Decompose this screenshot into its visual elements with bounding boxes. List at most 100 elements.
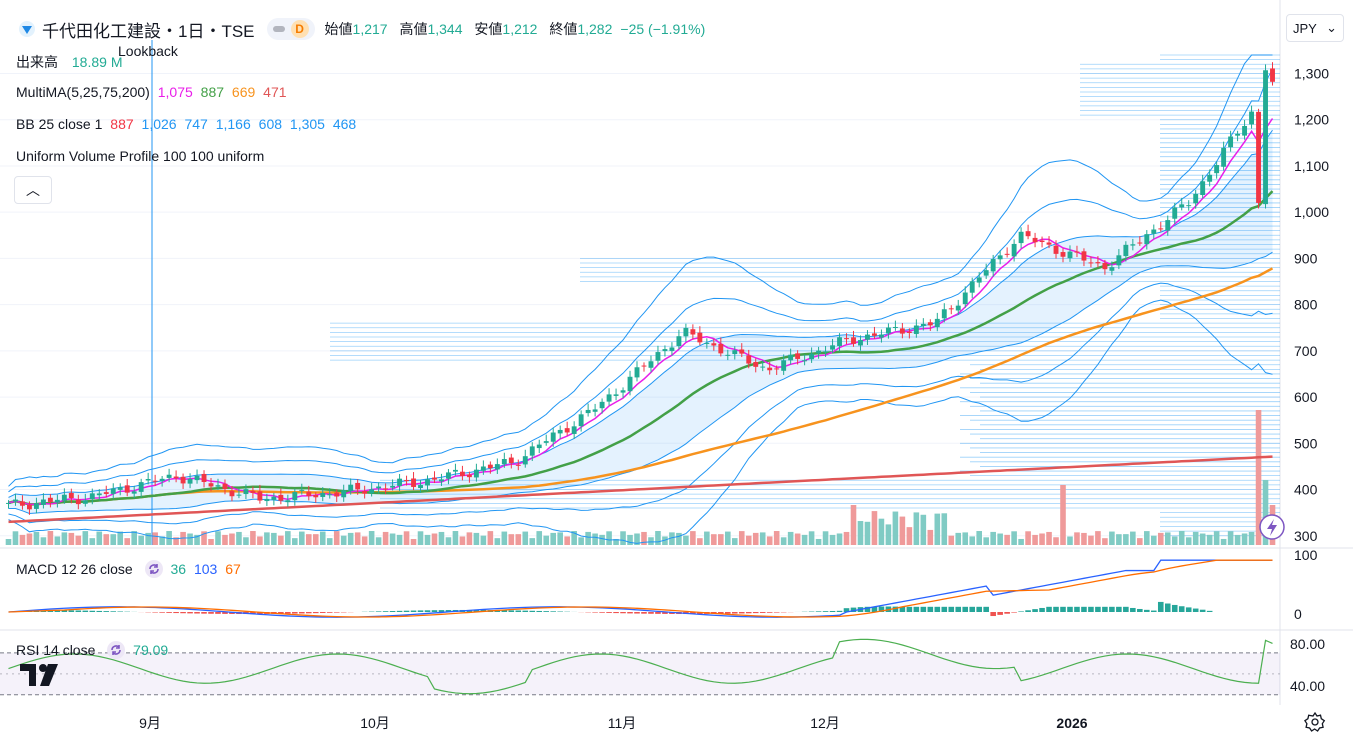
volume-bar [54,536,61,545]
bb-value-5: 1,305 [289,116,325,132]
volume-legend[interactable]: 出来高 18.89 M [16,52,126,72]
volume-bar [822,531,829,545]
volume-bar [1102,538,1108,545]
volume-bar [697,538,703,545]
collapse-legend-button[interactable]: ︿ [14,176,52,204]
refresh-icon[interactable] [107,641,126,659]
rsi-tick-label: 40.00 [1290,678,1325,694]
volume-bar [627,534,633,545]
macd-histogram-bar [285,612,291,614]
time-axis[interactable]: 9月 10月 11月 12月 2026 [139,715,1088,731]
candle-body [1158,228,1164,230]
macd-histogram-bar [424,610,431,612]
volume-bar [885,524,892,545]
macd-histogram-bar [180,612,186,614]
candle-body [690,329,696,335]
volume-bar [1206,534,1213,545]
volume-bar [326,538,333,545]
volume-bar [745,535,752,545]
candle-body [278,494,284,501]
candle-body [473,469,479,478]
tradingview-logo-icon[interactable] [18,660,62,690]
volume-bar [829,534,836,545]
bb-fill-area [8,130,1273,514]
bb-legend[interactable]: BB 25 close 1 887 1,026 747 1,166 608 1,… [16,116,360,132]
volume-bar [850,505,857,545]
macd-histogram-bar [522,610,529,612]
volume-bar [194,534,200,545]
candle-body [906,331,912,333]
volume-bar [33,531,40,545]
candle-body [774,368,780,370]
volume-profile-label: Uniform Volume Profile 100 100 uniform [16,148,265,164]
bb-line [8,129,1273,498]
candle-body [1144,234,1150,245]
volume-bar [564,536,570,545]
volume-bar [752,532,759,545]
volume-bar [396,534,403,545]
macd-histogram-bar [208,612,214,614]
candle-body [390,485,396,488]
ma-legend[interactable]: MultiMA(5,25,75,200) 1,075 887 669 471 [16,84,291,100]
currency-select[interactable]: JPY ⌄ [1286,14,1344,42]
candle-body [1102,262,1108,270]
macd-histogram-bar [438,610,445,612]
volume-bar [843,531,850,545]
macd-histogram-bar [731,612,738,614]
volume-bar [927,529,934,545]
candle-body [299,489,305,491]
rsi-legend[interactable]: RSI 14 close 79.09 [16,641,172,659]
candle-body [564,428,570,433]
refresh-icon[interactable] [144,560,163,578]
volume-bar [1227,531,1234,545]
ma5-value: 1,075 [157,84,193,100]
macd-histogram-bar [836,610,843,612]
candle-body [201,473,207,482]
candle-body [1130,244,1136,246]
macd-histogram-bar [641,612,647,614]
candle-body [837,337,842,347]
volume-bar [285,531,291,545]
time-tick-label: 12月 [810,715,840,731]
candle-body [397,478,403,486]
volume-bar [264,532,270,545]
macd-histogram-bar [1095,606,1101,612]
macd-histogram-bar [955,606,962,612]
ma75-value: 669 [231,84,256,100]
macd-legend[interactable]: MACD 12 26 close 36 103 67 [16,560,245,578]
candle-body [788,354,794,361]
candle-body [348,484,354,492]
volume-bar [906,527,913,545]
price-tick-label: 1,000 [1294,204,1329,220]
volume-bar [501,531,508,545]
macd-histogram-bar [1074,606,1080,612]
macd-histogram-bar [899,606,906,612]
lightning-icon [1267,519,1277,536]
market-status-pill[interactable]: D [266,18,315,40]
candle-body [1053,245,1059,254]
volume-bar [1185,537,1192,545]
macd-histogram-bar [648,612,654,614]
symbol-title[interactable]: 千代田化工建設・1日・TSE [42,21,255,41]
volume-bar [466,532,473,545]
macd-histogram-bar [864,606,871,612]
volume-bar [571,531,577,545]
candle-body [243,489,249,495]
volume-bar [480,535,487,545]
candle-body [404,480,409,482]
open-value: 1,217 [352,21,388,37]
candle-body [54,499,60,503]
macd-histogram-bar [1067,606,1073,612]
volume-profile-legend[interactable]: Uniform Volume Profile 100 100 uniform [16,148,268,164]
candle-body [885,327,891,334]
candle-body [704,342,710,344]
volume-bar [655,531,661,545]
macd-hist-value: 36 [170,561,187,577]
price-axis[interactable]: 1,300 1,200 1,100 1,000 900 800 700 600 500 400 30… [1259,65,1329,694]
settings-icon[interactable] [1304,711,1326,733]
candle-body [1039,240,1045,243]
volume-bar [1004,534,1010,545]
macd-histogram-bar [725,612,731,614]
candle-body [976,277,982,283]
